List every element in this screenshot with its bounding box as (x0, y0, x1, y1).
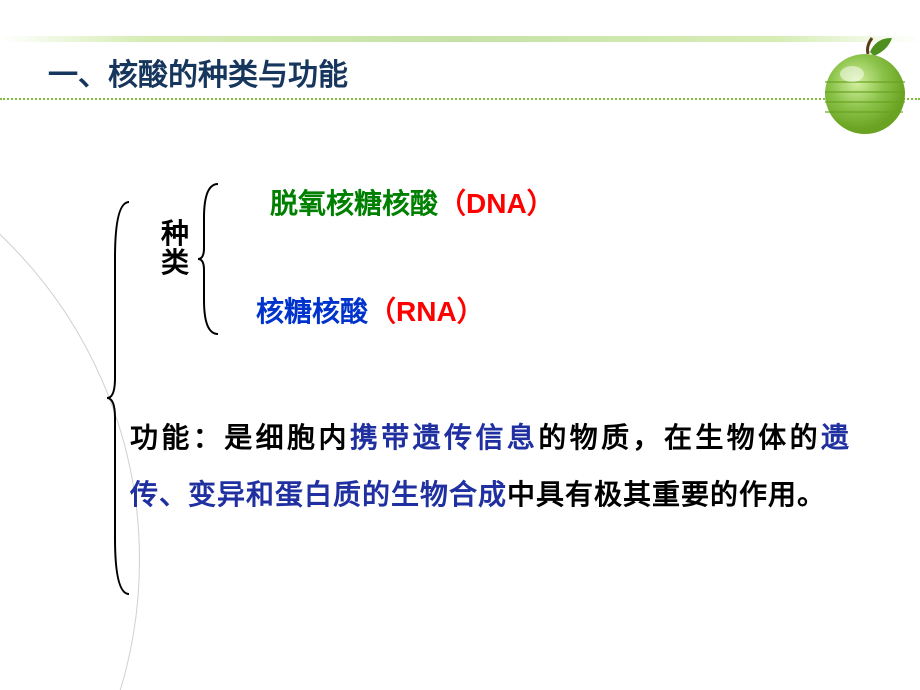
rna-name: 核糖核酸 (256, 296, 368, 327)
function-paragraph: 功能：是细胞内携带遗传信息的物质，在生物体的遗传、变异和蛋白质的生物合成中具有极… (130, 409, 850, 524)
page-title: 一、核酸的种类与功能 (48, 50, 348, 94)
brace-outer (105, 198, 135, 598)
rna-abbr: （RNA） (368, 296, 485, 327)
header-dotted-line (0, 98, 920, 100)
func-seg-3: 中具有极其重要的作用。 (507, 479, 826, 510)
header-gradient-bar (0, 36, 920, 42)
func-seg-2: 的物质，在生物体的 (538, 422, 821, 453)
species-label: 种类 (160, 219, 190, 278)
dna-name: 脱氧核糖核酸 (270, 188, 438, 219)
dna-line: 脱氧核糖核酸（DNA） (270, 182, 555, 222)
dna-abbr: （DNA） (438, 188, 555, 219)
apple-icon (810, 34, 920, 144)
brace-species (196, 180, 224, 338)
rna-line: 核糖核酸（RNA） (256, 290, 485, 330)
func-highlight-1: 携带遗传信息 (350, 422, 538, 453)
func-seg-1: 功能：是细胞内 (130, 422, 350, 453)
